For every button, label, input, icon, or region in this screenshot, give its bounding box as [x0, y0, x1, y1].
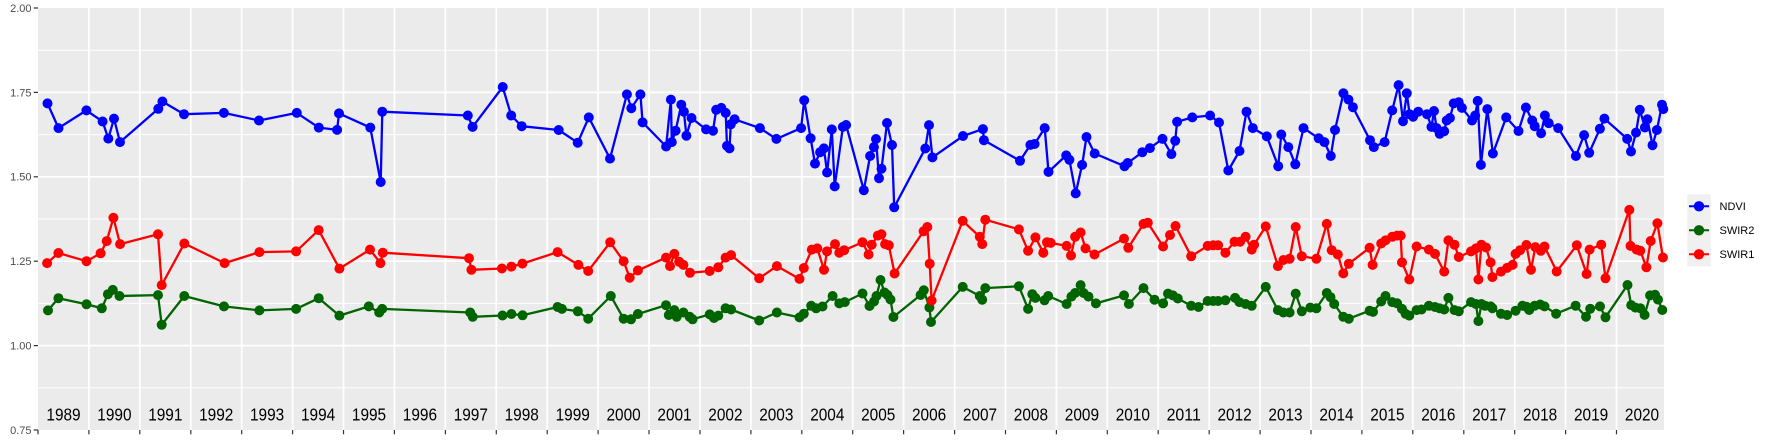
svg-text:1999: 1999 [556, 404, 590, 424]
svg-text:0.75: 0.75 [10, 425, 31, 437]
svg-text:2018: 2018 [1523, 404, 1557, 424]
svg-text:1993: 1993 [250, 404, 284, 424]
svg-text:2002: 2002 [708, 404, 742, 424]
svg-text:1989: 1989 [46, 404, 80, 424]
svg-text:1994: 1994 [301, 404, 335, 424]
svg-text:NDVI: NDVI [1720, 201, 1746, 213]
svg-text:1997: 1997 [454, 404, 488, 424]
svg-text:2011: 2011 [1167, 404, 1201, 424]
svg-text:2020: 2020 [1625, 404, 1659, 424]
svg-text:2014: 2014 [1319, 404, 1353, 424]
svg-text:2006: 2006 [912, 404, 946, 424]
svg-text:1990: 1990 [97, 404, 131, 424]
svg-text:SWIR1: SWIR1 [1720, 249, 1755, 261]
svg-text:1.00: 1.00 [10, 341, 31, 353]
svg-text:1991: 1991 [148, 404, 182, 424]
svg-text:2012: 2012 [1218, 404, 1252, 424]
svg-text:2005: 2005 [861, 404, 895, 424]
svg-text:1998: 1998 [505, 404, 539, 424]
svg-text:2009: 2009 [1065, 404, 1099, 424]
svg-text:2001: 2001 [657, 404, 691, 424]
svg-text:1.75: 1.75 [10, 87, 31, 99]
svg-text:2000: 2000 [607, 404, 641, 424]
svg-text:1996: 1996 [403, 404, 437, 424]
svg-text:2007: 2007 [963, 404, 997, 424]
svg-text:1995: 1995 [352, 404, 386, 424]
svg-text:SWIR2: SWIR2 [1720, 225, 1755, 237]
svg-text:2008: 2008 [1014, 404, 1048, 424]
svg-text:1.25: 1.25 [10, 256, 31, 268]
svg-text:2017: 2017 [1472, 404, 1506, 424]
svg-text:2013: 2013 [1268, 404, 1302, 424]
svg-text:2003: 2003 [759, 404, 793, 424]
svg-text:2.00: 2.00 [10, 3, 31, 15]
svg-text:2016: 2016 [1421, 404, 1455, 424]
svg-text:1.50: 1.50 [10, 172, 31, 184]
svg-text:2015: 2015 [1370, 404, 1404, 424]
svg-text:2004: 2004 [810, 404, 844, 424]
svg-text:2019: 2019 [1574, 404, 1608, 424]
svg-text:2010: 2010 [1116, 404, 1150, 424]
svg-text:1992: 1992 [199, 404, 233, 424]
